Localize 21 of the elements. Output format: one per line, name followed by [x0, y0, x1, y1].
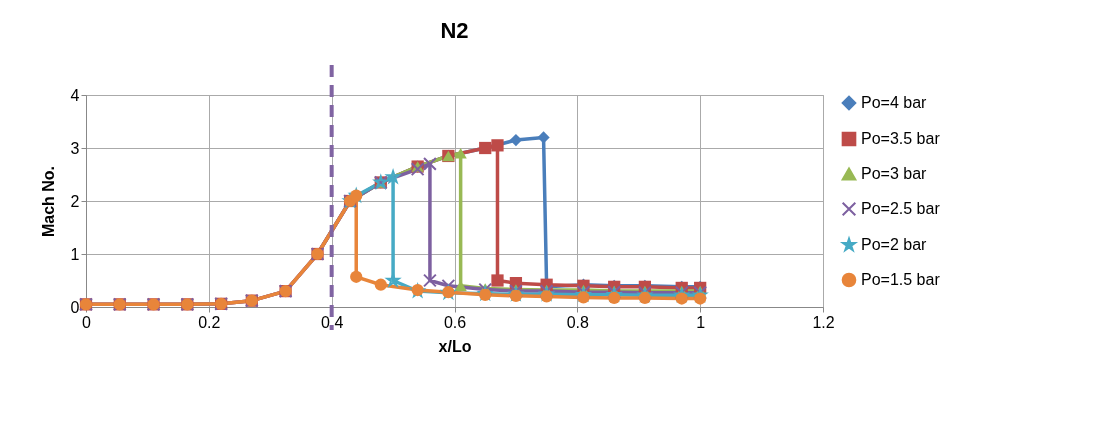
x-axis-title: x/Lo [438, 337, 472, 355]
y-tick-label: 0 [70, 298, 80, 316]
legend-label: Po=2 bar [861, 236, 928, 253]
x-tick-label: 0.6 [443, 313, 467, 331]
legend-label: Po=4 bar [861, 94, 928, 111]
x-tick-label: 0.2 [198, 313, 221, 331]
x-tick-label: 0.8 [566, 313, 590, 331]
legend-label: Po=1.5 bar [861, 271, 941, 288]
legend-label: Po=3 bar [861, 165, 928, 182]
legend-label: Po=2.5 bar [861, 200, 941, 217]
x-tick-label: 1 [696, 313, 706, 331]
chart-title: N2 [440, 18, 469, 43]
x-tick-label: 1.2 [812, 313, 835, 331]
y-axis-title: Mach No. [39, 165, 57, 238]
y-tick-label: 3 [70, 139, 80, 157]
legend-label: Po=3.5 bar [861, 130, 941, 147]
x-tick-label: 0.4 [321, 313, 344, 331]
y-tick-label: 1 [70, 245, 80, 263]
y-tick-label: 4 [70, 86, 80, 104]
x-tick-label: 0 [82, 313, 92, 331]
y-tick-label: 2 [70, 192, 80, 210]
